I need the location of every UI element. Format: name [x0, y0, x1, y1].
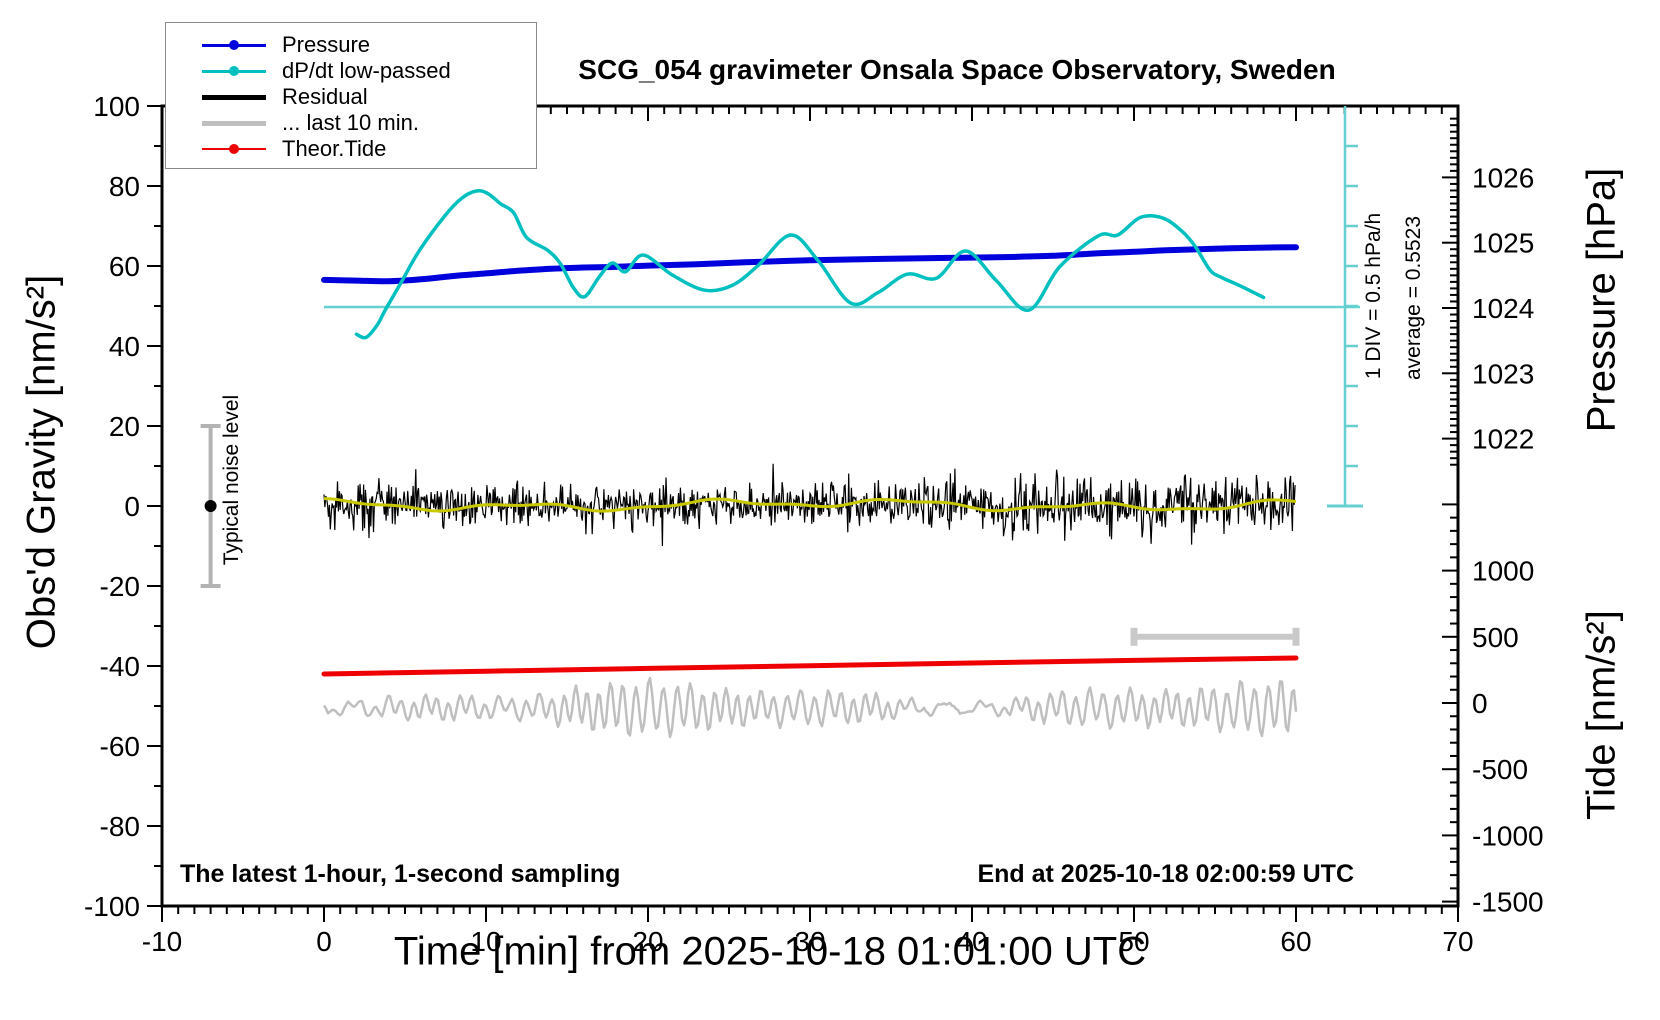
svg-text:60: 60 [109, 251, 140, 282]
svg-text:-1000: -1000 [1472, 820, 1544, 851]
svg-text:-1500: -1500 [1472, 887, 1544, 918]
svg-text:10: 10 [470, 926, 501, 957]
svg-text:40: 40 [956, 926, 987, 957]
theortide-line-icon [202, 144, 266, 154]
gravity-axis: 100 80 60 40 20 0 -20 -40 -60 -80 -100 [84, 91, 162, 922]
svg-text:100: 100 [93, 91, 140, 122]
residual-smooth-series [323, 497, 1297, 513]
svg-text:-20: -20 [100, 571, 140, 602]
pressure-series [321, 244, 1299, 285]
dpdt-div-annotation: 1 DIV = 0.5 hPa/h [1362, 212, 1385, 380]
svg-text:20: 20 [109, 411, 140, 442]
pressure-axis: 1026 1025 1024 1023 1022 [1442, 117, 1534, 466]
legend-item-last10: ... last 10 min. [166, 110, 536, 136]
sampling-note: The latest 1-hour, 1-second sampling [180, 860, 621, 888]
legend-label: Theor.Tide [282, 136, 387, 161]
svg-text:0: 0 [1472, 688, 1488, 719]
noise-level-annotation: Typical noise level [220, 394, 243, 566]
page-title: SCG_054 gravimeter Onsala Space Observat… [578, 54, 1336, 85]
dpdt-series [354, 188, 1266, 340]
legend-item-dpdt: dP/dt low-passed [166, 58, 536, 84]
x-axis-title: Time [min] from 2025-10-18 01:01:00 UTC [393, 929, 1147, 974]
last10-series [322, 676, 1298, 739]
svg-text:50: 50 [1118, 926, 1149, 957]
svg-text:-40: -40 [100, 651, 140, 682]
svg-text:1022: 1022 [1472, 424, 1534, 455]
svg-text:0: 0 [316, 926, 332, 957]
residual-line-icon [202, 94, 266, 100]
legend-label: Residual [282, 84, 368, 109]
svg-text:20: 20 [632, 926, 663, 957]
svg-text:1024: 1024 [1472, 293, 1534, 324]
svg-text:-500: -500 [1472, 754, 1528, 785]
dpdt-average-annotation: average = 0.5523 [1402, 215, 1425, 381]
time-axis: -10 0 10 20 30 40 50 60 70 [142, 906, 1474, 957]
svg-text:40: 40 [109, 331, 140, 362]
dpdt-scale-bar [1327, 106, 1363, 508]
last10-line-icon [202, 120, 266, 126]
legend-label: ... last 10 min. [282, 110, 419, 135]
end-time-note: End at 2025-10-18 02:00:59 UTC [977, 860, 1354, 888]
svg-text:1000: 1000 [1472, 556, 1534, 587]
dpdt-line-icon [202, 66, 266, 76]
legend-item-pressure: Pressure [166, 32, 536, 58]
svg-text:-100: -100 [84, 891, 140, 922]
svg-text:30: 30 [794, 926, 825, 957]
last10-interval-bar [1130, 627, 1300, 646]
svg-text:1023: 1023 [1472, 358, 1534, 389]
legend-label: Pressure [282, 32, 371, 57]
legend-item-theortide: Theor.Tide [166, 136, 536, 162]
svg-text:0: 0 [124, 491, 140, 522]
tide-axis: 1000 500 0 -500 -1000 -1500 [1442, 503, 1544, 918]
svg-text:70: 70 [1442, 926, 1473, 957]
noise-level-marker [200, 424, 221, 588]
svg-text:500: 500 [1472, 622, 1519, 653]
pressure-line-icon [202, 40, 266, 50]
svg-text:-80: -80 [100, 811, 140, 842]
svg-text:60: 60 [1280, 926, 1311, 957]
noise-level-dot [204, 500, 217, 512]
svg-text:-60: -60 [100, 731, 140, 762]
legend-item-residual: Residual [166, 84, 536, 110]
legend: Pressure dP/dt low-passed Residual ... l… [165, 22, 537, 169]
theortide-series [321, 655, 1299, 677]
svg-text:1026: 1026 [1472, 162, 1534, 193]
legend-label: dP/dt low-passed [282, 58, 451, 83]
gravity-axis-title: Obs'd Gravity [nm/s²] [19, 274, 64, 650]
svg-text:80: 80 [109, 171, 140, 202]
pressure-axis-title: Pressure [hPa] [1579, 167, 1624, 433]
svg-text:1025: 1025 [1472, 228, 1534, 259]
tide-axis-title: Tide [nm/s²] [1579, 610, 1624, 820]
svg-text:-10: -10 [142, 926, 182, 957]
